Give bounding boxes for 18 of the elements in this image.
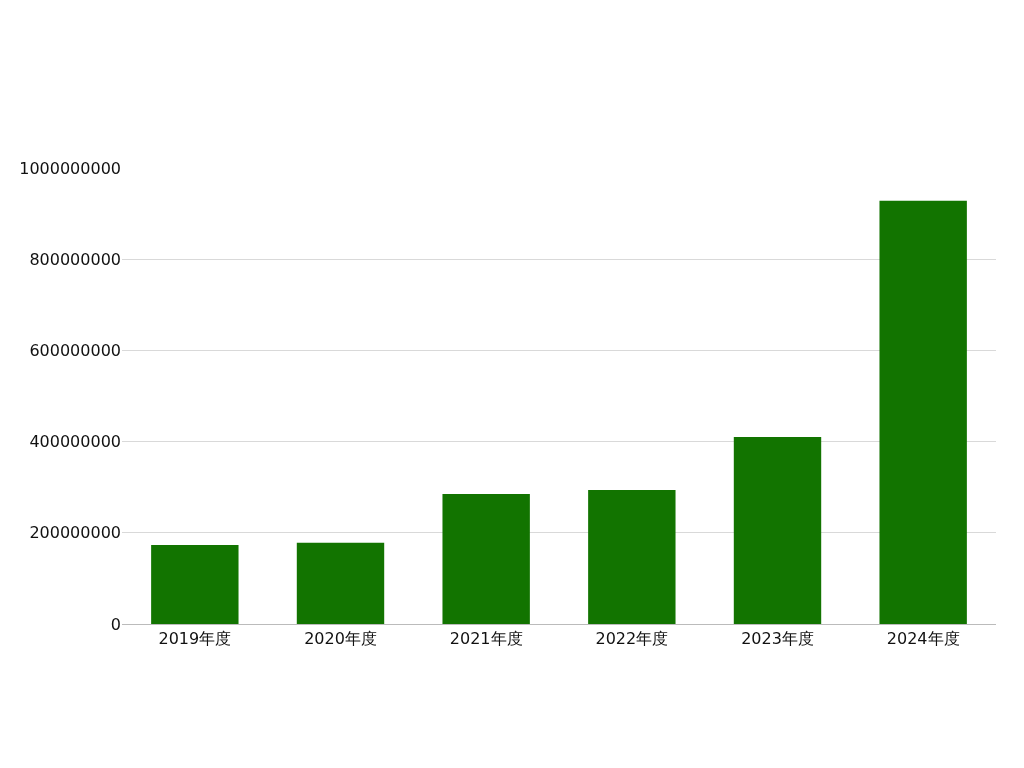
y-tick-label: 1000000000 — [19, 158, 121, 178]
x-tick-label: 2022年度 — [595, 629, 669, 649]
bar — [879, 200, 967, 624]
y-tick-label: 400000000 — [29, 432, 121, 452]
x-tick-label: 2021年度 — [449, 629, 523, 649]
x-tick-label: 2023年度 — [741, 629, 814, 649]
x-tick-label: 2020年度 — [304, 629, 377, 649]
y-tick-label: 200000000 — [29, 523, 121, 543]
bar — [296, 542, 385, 624]
y-tick-label: 600000000 — [29, 341, 121, 360]
y-tick-label: 800000000 — [29, 249, 121, 269]
x-tick-label: 2024年度 — [886, 629, 960, 649]
bar — [588, 489, 676, 624]
x-tick-label: 2019年度 — [158, 629, 232, 649]
bar — [442, 494, 530, 624]
y-tick-label: 0 — [110, 614, 121, 634]
bar — [733, 437, 822, 624]
bar — [151, 545, 239, 624]
